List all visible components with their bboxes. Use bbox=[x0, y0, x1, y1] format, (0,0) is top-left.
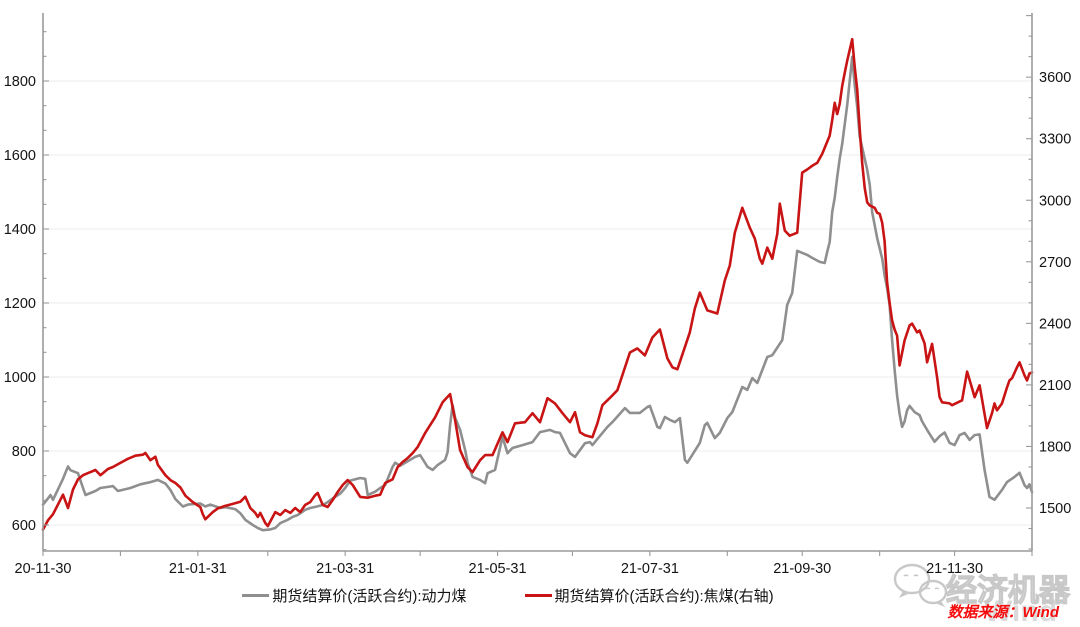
y-right-tick-label: 2700 bbox=[1039, 255, 1071, 271]
series-coking-coal-line bbox=[41, 37, 1034, 531]
legend-item-thermal-coal: 期货结算价(活跃合约):动力煤 bbox=[242, 585, 467, 606]
y-right-tick-label: 1800 bbox=[1039, 439, 1071, 455]
y-left-tick-label: 1200 bbox=[4, 296, 36, 312]
series-thermal-coal-line bbox=[41, 55, 1034, 532]
legend-label-thermal-coal: 期货结算价(活跃合约):动力煤 bbox=[272, 588, 467, 605]
axis-tick-labels: 600 800 1000 1200 1400 1600 1800 1500 1800 2100 24… bbox=[4, 70, 1072, 577]
y-left-tick-label: 1600 bbox=[4, 148, 36, 164]
y-right-tick-label: 2400 bbox=[1039, 316, 1071, 332]
x-tick-label: 21-01-31 bbox=[169, 561, 227, 577]
y-right-tick-label: 1500 bbox=[1039, 501, 1071, 517]
gridlines bbox=[43, 80, 1032, 526]
chart-legend: 期货结算价(活跃合约):动力煤 期货结算价(活跃合约):焦煤(右轴) bbox=[0, 585, 1048, 606]
y-right-tick-label: 3600 bbox=[1039, 70, 1071, 86]
y-left-tick-label: 800 bbox=[12, 444, 36, 460]
thermal-coal-line-marker bbox=[242, 594, 270, 597]
x-tick-label: 21-05-31 bbox=[469, 561, 527, 577]
y-right-tick-label: 3000 bbox=[1039, 193, 1071, 209]
coking-coal-line-marker bbox=[524, 594, 552, 597]
x-tick-label: 21-03-31 bbox=[316, 561, 374, 577]
x-tick-label: 21-11-30 bbox=[926, 561, 983, 577]
y-left-tick-label: 1800 bbox=[4, 74, 36, 90]
y-right-tick-label: 2100 bbox=[1039, 378, 1071, 394]
data-source-note: 数据来源：Wind bbox=[947, 604, 1059, 621]
wind-watermark: Wind bbox=[984, 595, 1057, 627]
y-left-tick-label: 1000 bbox=[4, 370, 36, 386]
y-left-tick-label: 600 bbox=[12, 518, 36, 534]
legend-item-coking-coal: 期货结算价(活跃合约):焦煤(右轴) bbox=[524, 585, 774, 606]
x-tick-label: 21-09-30 bbox=[773, 561, 831, 577]
axis-ticks bbox=[42, 15, 1033, 556]
legend-label-coking-coal: 期货结算价(活跃合约):焦煤(右轴) bbox=[554, 588, 774, 605]
wechat-icon bbox=[893, 563, 948, 607]
brand-watermark-text: 经济机器 bbox=[946, 573, 1071, 608]
y-left-tick-label: 1400 bbox=[4, 222, 36, 238]
axes bbox=[42, 13, 1033, 552]
x-tick-label: 20-11-30 bbox=[15, 561, 72, 577]
y-right-tick-label: 3300 bbox=[1039, 132, 1071, 148]
x-tick-label: 21-07-31 bbox=[621, 561, 679, 577]
